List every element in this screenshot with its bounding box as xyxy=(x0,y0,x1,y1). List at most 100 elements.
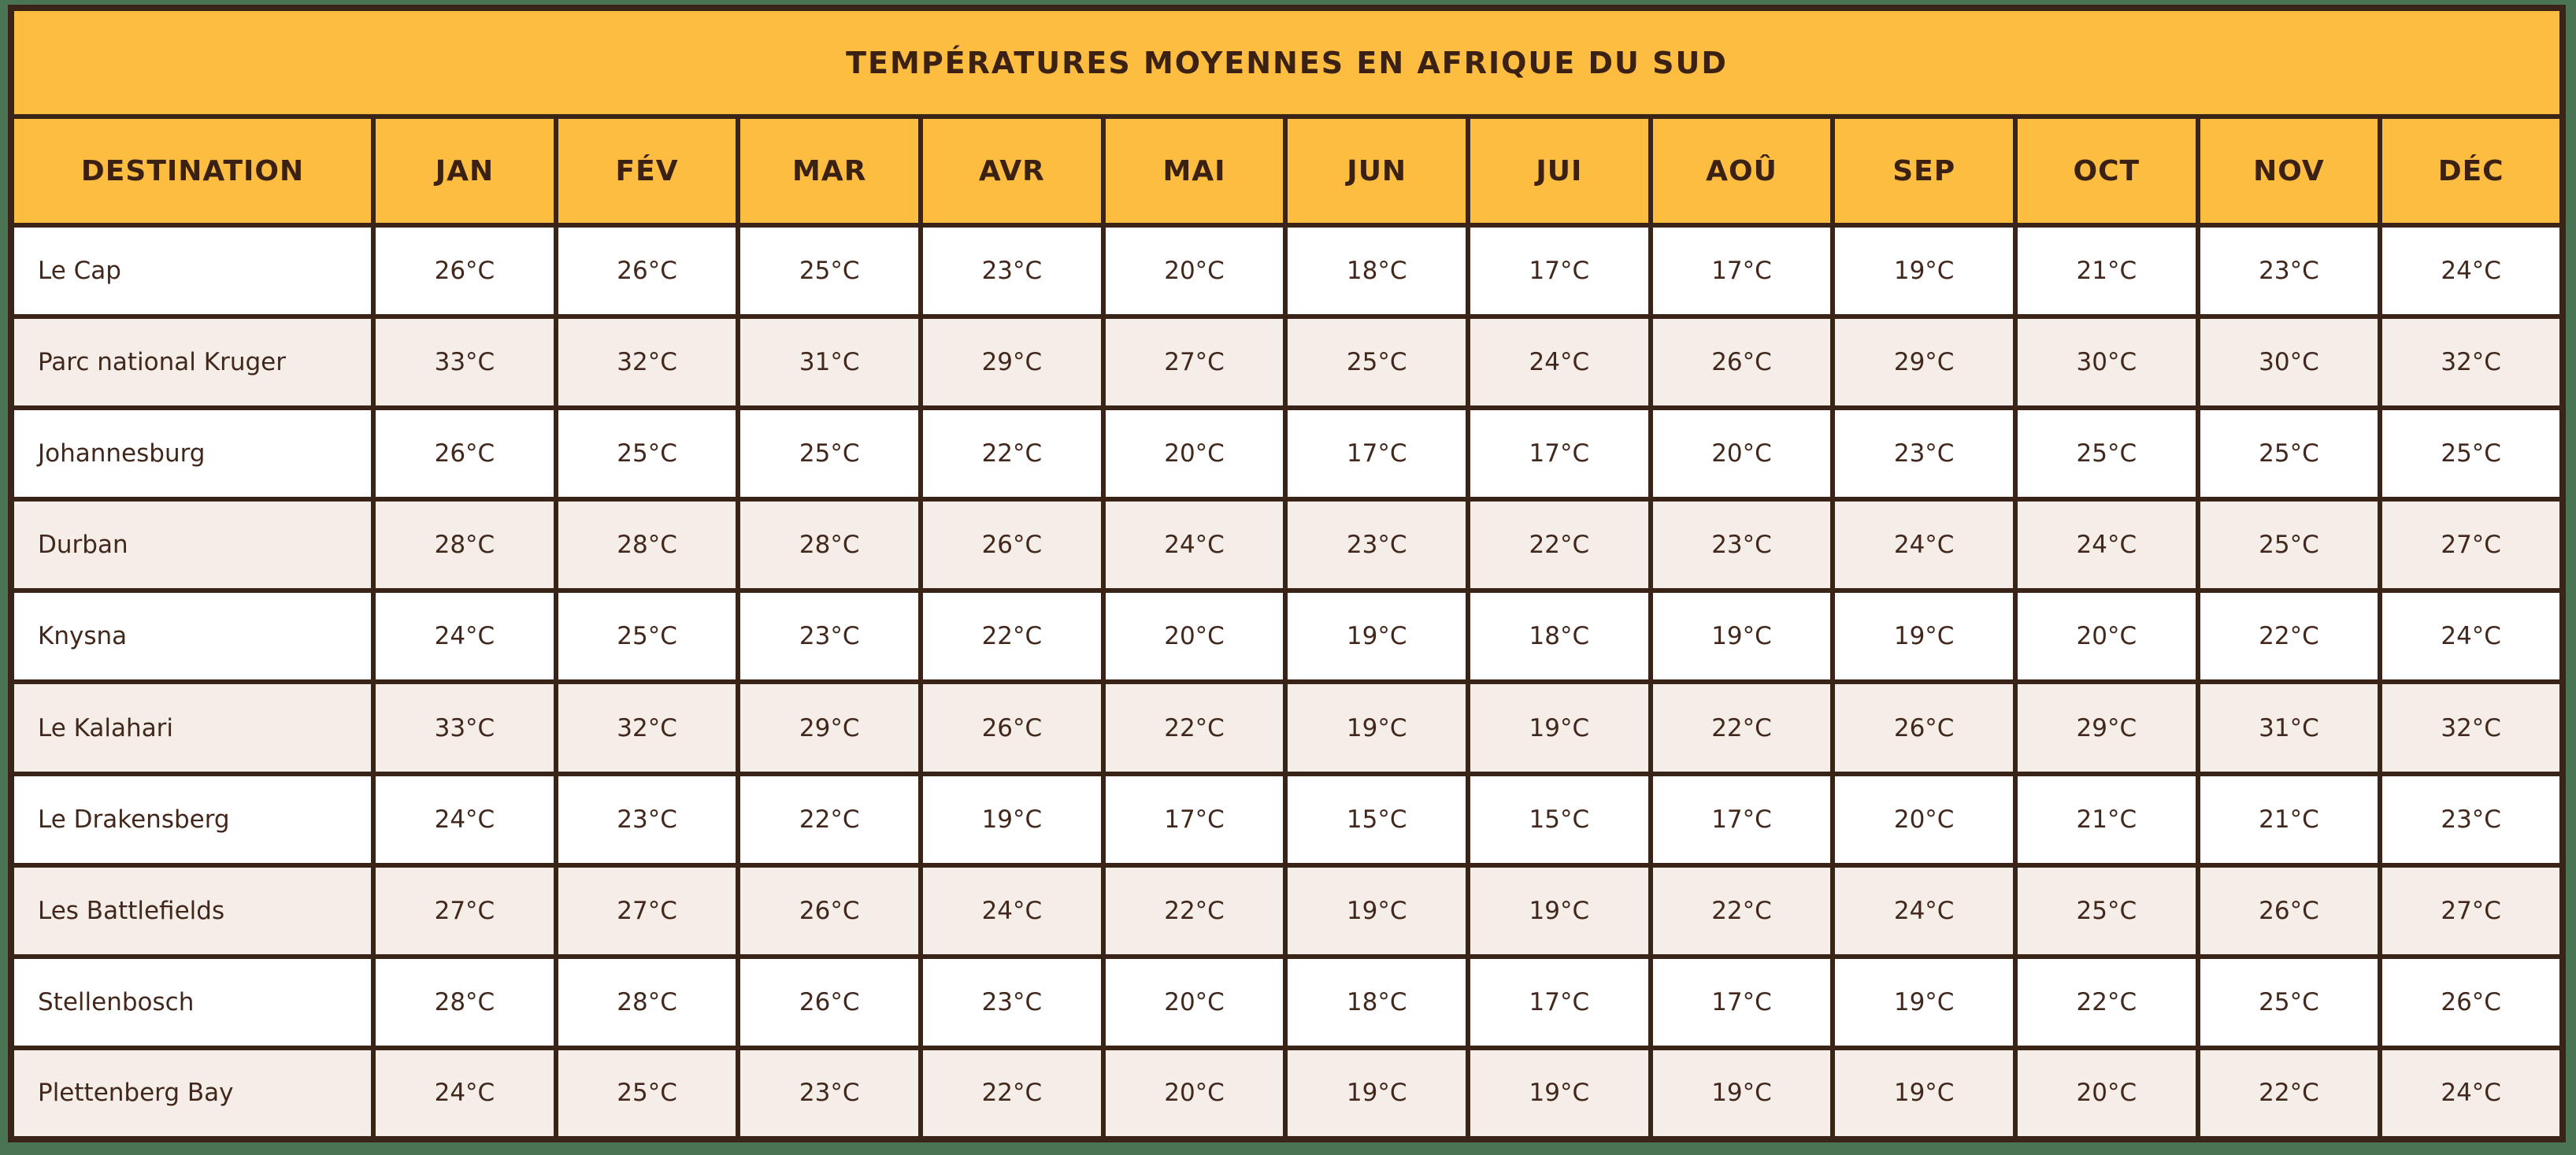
destination-cell: Durban xyxy=(8,497,376,594)
table-row: Le Kalahari 33°C 32°C 29°C 26°C 22°C 19°C 19°C 2… xyxy=(8,679,2565,776)
temperature-cell: 24°C xyxy=(2378,588,2565,685)
temperature-cell: 27°C xyxy=(2378,862,2565,959)
month-column-header: OCT xyxy=(2012,114,2200,228)
temperature-cell: 20°C xyxy=(1100,953,1288,1050)
destination-cell: Le Drakensberg xyxy=(8,771,376,868)
temperature-cell: 19°C xyxy=(1466,679,1653,776)
temperature-cell: 26°C xyxy=(736,862,924,959)
temperature-cell: 29°C xyxy=(1830,314,2018,411)
temperature-cell: 29°C xyxy=(918,314,1106,411)
table-row: Stellenbosch 28°C 28°C 26°C 23°C 20°C 18°C 17°C… xyxy=(8,953,2565,1050)
temperature-cell: 28°C xyxy=(371,497,558,594)
temperature-cell: 26°C xyxy=(371,222,558,320)
temperature-cell: 24°C xyxy=(1830,862,2018,959)
temperature-cell: 17°C xyxy=(1648,222,1836,320)
temperature-cell: 26°C xyxy=(1830,679,2018,776)
temperature-cell: 22°C xyxy=(918,1045,1106,1142)
month-column-header: JAN xyxy=(371,114,558,228)
temperature-cell: 15°C xyxy=(1466,771,1653,868)
temperature-cell: 19°C xyxy=(1830,953,2018,1050)
temperature-cell: 32°C xyxy=(553,314,741,411)
temperature-cell: 15°C xyxy=(1283,771,1471,868)
temperature-cell: 22°C xyxy=(1100,679,1288,776)
temperature-cell: 17°C xyxy=(1283,405,1471,502)
temperature-cell: 19°C xyxy=(1830,1045,2018,1142)
temperature-cell: 24°C xyxy=(371,1045,558,1142)
temperature-cell: 19°C xyxy=(1466,862,1653,959)
temperature-cell: 23°C xyxy=(1648,497,1836,594)
temperature-cell: 22°C xyxy=(1648,862,1836,959)
temperature-cell: 24°C xyxy=(2012,497,2200,594)
temperature-cell: 17°C xyxy=(1648,953,1836,1050)
temperature-cell: 24°C xyxy=(1100,497,1288,594)
temperature-cell: 26°C xyxy=(2195,862,2383,959)
temperature-cell: 17°C xyxy=(1466,222,1653,320)
temperature-table: TEMPÉRATURES MOYENNES EN AFRIQUE DU SUD … xyxy=(8,5,2566,1142)
temperature-cell: 23°C xyxy=(1283,497,1471,594)
destination-cell: Knysna xyxy=(8,588,376,685)
temperature-cell: 26°C xyxy=(918,497,1106,594)
temperature-cell: 32°C xyxy=(2378,314,2565,411)
temperature-cell: 32°C xyxy=(553,679,741,776)
temperature-cell: 21°C xyxy=(2195,771,2383,868)
temperature-cell: 24°C xyxy=(1466,314,1653,411)
temperature-cell: 23°C xyxy=(918,222,1106,320)
temperature-cell: 25°C xyxy=(736,222,924,320)
month-column-header: FÉV xyxy=(553,114,741,228)
month-column-header: NOV xyxy=(2195,114,2383,228)
temperature-cell: 31°C xyxy=(2195,679,2383,776)
temperature-cell: 17°C xyxy=(1100,771,1288,868)
temperature-cell: 25°C xyxy=(2195,405,2383,502)
temperature-cell: 22°C xyxy=(918,405,1106,502)
temperature-cell: 24°C xyxy=(371,771,558,868)
table-row: Plettenberg Bay 24°C 25°C 23°C 22°C 20°C 19°C 1… xyxy=(8,1045,2565,1142)
month-column-header: DÉC xyxy=(2378,114,2565,228)
temperature-cell: 22°C xyxy=(1648,679,1836,776)
temperature-cell: 25°C xyxy=(2012,405,2200,502)
temperature-cell: 23°C xyxy=(553,771,741,868)
temperature-cell: 23°C xyxy=(918,953,1106,1050)
temperature-cell: 26°C xyxy=(1648,314,1836,411)
temperature-cell: 21°C xyxy=(2012,771,2200,868)
temperature-cell: 18°C xyxy=(1466,588,1653,685)
temperature-cell: 20°C xyxy=(1100,405,1288,502)
temperature-cell: 28°C xyxy=(371,953,558,1050)
temperature-cell: 19°C xyxy=(1283,588,1471,685)
temperature-cell: 28°C xyxy=(553,953,741,1050)
temperature-cell: 30°C xyxy=(2012,314,2200,411)
temperature-cell: 28°C xyxy=(736,497,924,594)
temperature-cell: 22°C xyxy=(1100,862,1288,959)
destination-column-header: DESTINATION xyxy=(8,114,376,228)
temperature-cell: 23°C xyxy=(2195,222,2383,320)
temperature-cell: 28°C xyxy=(553,497,741,594)
temperature-cell: 26°C xyxy=(553,222,741,320)
temperature-cell: 19°C xyxy=(1648,588,1836,685)
temperature-cell: 24°C xyxy=(2378,222,2565,320)
temperature-cell: 24°C xyxy=(918,862,1106,959)
destination-cell: Le Cap xyxy=(8,222,376,320)
temperature-cell: 20°C xyxy=(1100,222,1288,320)
temperature-cell: 29°C xyxy=(736,679,924,776)
temperature-cell: 22°C xyxy=(1466,497,1653,594)
table-row: Knysna 24°C 25°C 23°C 22°C 20°C 19°C 18°C 19°C 19… xyxy=(8,588,2565,685)
temperature-cell: 25°C xyxy=(736,405,924,502)
table-row: Parc national Kruger 33°C 32°C 31°C 29°C 27°C… xyxy=(8,314,2565,411)
temperature-cell: 19°C xyxy=(1283,679,1471,776)
month-column-header: MAR xyxy=(736,114,924,228)
temperature-cell: 19°C xyxy=(1283,862,1471,959)
destination-cell: Johannesburg xyxy=(8,405,376,502)
temperature-cell: 23°C xyxy=(1830,405,2018,502)
temperature-cell: 30°C xyxy=(2195,314,2383,411)
destination-cell: Stellenbosch xyxy=(8,953,376,1050)
temperature-cell: 20°C xyxy=(2012,1045,2200,1142)
temperature-cell: 23°C xyxy=(2378,771,2565,868)
temperature-cell: 27°C xyxy=(1100,314,1288,411)
temperature-cell: 26°C xyxy=(736,953,924,1050)
temperature-cell: 24°C xyxy=(1830,497,2018,594)
months-header-row: DESTINATION JAN FÉV MAR AVR MAI JUN JUI AOÛ SEP O… xyxy=(8,114,2565,228)
temperature-cell: 19°C xyxy=(1830,222,2018,320)
temperature-cell: 18°C xyxy=(1283,222,1471,320)
temperature-cell: 27°C xyxy=(553,862,741,959)
temperature-cell: 17°C xyxy=(1466,405,1653,502)
